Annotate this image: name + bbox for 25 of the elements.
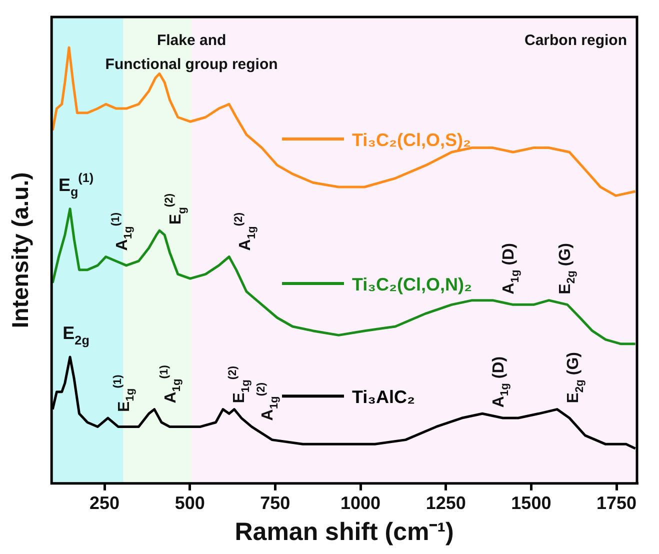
legend-label: Ti₃C₂(Cl,O,S)₂ <box>352 130 472 150</box>
x-tick-label: 750 <box>260 493 290 514</box>
x-tick-label: 1500 <box>511 493 552 514</box>
x-tick-label: 1000 <box>340 493 381 514</box>
x-tick-label: 250 <box>89 493 120 514</box>
annotation: A1g(2) <box>256 382 280 421</box>
annotation: A1g(1) <box>158 364 184 404</box>
annotation: A1g (D) <box>500 243 522 294</box>
band-label: Carbon region <box>524 32 628 49</box>
x-axis-title: Raman shift (cm⁻¹) <box>234 518 454 546</box>
x-tick-label: 1250 <box>426 493 466 514</box>
x-tick-label: 1750 <box>596 493 637 514</box>
annotation: Eg(2) <box>163 193 188 225</box>
annotation: A1g(2) <box>233 212 258 251</box>
legend-label: Ti₃AlC₂ <box>352 387 416 408</box>
annotation: E1g(2) <box>226 366 252 404</box>
x-tick-label: 500 <box>174 493 205 514</box>
y-axis-title: Intensity (a.u.) <box>7 172 34 328</box>
annotation: A1g(1) <box>110 212 135 251</box>
band-label: Flake and Functional group region <box>105 32 278 73</box>
annotation: A1g (D) <box>490 356 512 408</box>
annotation: E2g (G) <box>565 352 586 404</box>
annotation: E1g(1) <box>112 374 137 412</box>
legend-label: Ti₃C₂(Cl,O,N)₂ <box>352 274 472 294</box>
annotation: E2g (G) <box>556 243 578 294</box>
